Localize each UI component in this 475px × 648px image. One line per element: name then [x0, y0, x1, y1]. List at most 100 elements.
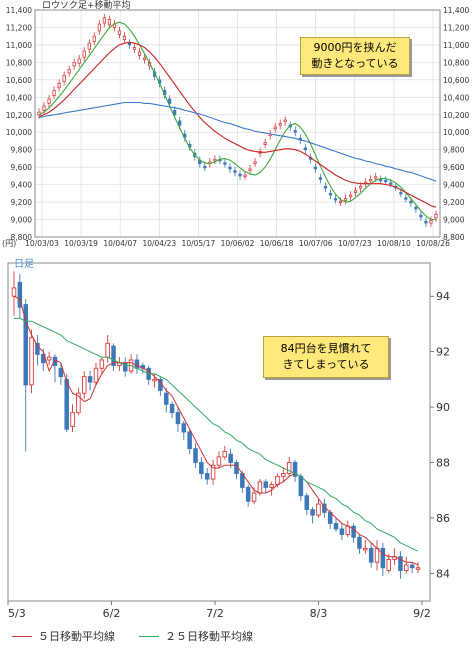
chart2-candle-body — [374, 547, 380, 563]
chart2-legend: ５日移動平均線 ２５日移動平均線 — [12, 628, 253, 644]
chart2-candle-body — [404, 564, 409, 571]
chart1-candle-body — [313, 166, 317, 170]
chart1-y-tick-label-right: 10,800 — [443, 58, 469, 67]
chart2-candle-body — [269, 484, 274, 488]
chart1-candle-body — [318, 177, 323, 180]
chart1-candle-body — [293, 130, 297, 133]
chart1-y-tick-label-right: 10,400 — [443, 93, 469, 102]
chart1-candle-body — [404, 197, 408, 200]
legend-ma25-label: ２５日移動平均線 — [165, 630, 253, 643]
chart1-candle-body — [323, 185, 328, 189]
chart1-candle-body — [92, 35, 96, 42]
chart1-candle-body — [374, 176, 378, 179]
chart1-y-tick-label-right: 9,400 — [443, 181, 465, 190]
chart1-y-tick-label-left: 10,600 — [6, 76, 32, 85]
chart1-y-tick-label-right: 11,000 — [443, 41, 469, 50]
legend-ma5-label: ５日移動平均線 — [38, 630, 115, 643]
legend-ma5: ５日移動平均線 — [12, 628, 115, 644]
chart1-candle-body — [434, 213, 438, 219]
chart2-candle-body — [398, 556, 403, 571]
chart2-y-tick-label: 86 — [436, 512, 450, 525]
chart1-candle-body — [283, 119, 287, 123]
chart2-candle-body — [82, 376, 87, 394]
chart2-moving-averages — [13, 295, 419, 566]
chart2-plot-border — [7, 262, 431, 602]
legend-ma25-swatch — [139, 635, 159, 637]
chart1-candle-body — [168, 98, 172, 104]
chart2-x-tick-label: 9/2 — [413, 607, 431, 620]
chart1-candle-body — [72, 61, 76, 67]
chart2-candle-body — [222, 450, 228, 458]
chart1-x-tick-label: 10/04/23 — [142, 239, 176, 248]
chart1-candle-body — [359, 185, 363, 189]
chart1-candle-body — [399, 192, 403, 195]
chart1-candle-body — [333, 198, 338, 201]
chart1-y-tick-label-right: 9,000 — [443, 216, 465, 225]
chart2-candle-body — [357, 536, 362, 549]
chart2-candle-body — [181, 423, 187, 433]
chart2-candle-body — [29, 337, 34, 386]
chart1-candle-body — [203, 165, 207, 169]
chart2-candle-body — [368, 547, 374, 563]
chart1-candle-body — [243, 174, 247, 177]
chart1-candle-body — [132, 47, 137, 50]
chart2-candle-body — [286, 462, 292, 475]
chart1-x-tick-label: 10/03/03 — [25, 239, 59, 248]
chart1-candle-body — [263, 142, 267, 145]
chart1-x-tick-label: 10/03/19 — [64, 239, 98, 248]
chart2-candle-body — [11, 287, 17, 297]
chart1-candle-body — [67, 68, 71, 74]
chart2-candle-body — [386, 558, 391, 571]
chart1-candle-body — [414, 206, 418, 210]
chart1-annotation-line2: 動きとなっている — [311, 57, 399, 70]
chart1-y-tick-label-left: 11,400 — [6, 6, 32, 15]
chart2-candle-body — [163, 392, 169, 405]
chart1-candle-body — [107, 19, 111, 26]
chart2-y-tick-label: 90 — [436, 401, 450, 414]
chart1-candle-body — [117, 30, 122, 35]
chart2-candle-body — [363, 547, 368, 551]
chart2-x-axis: 5/3 6/2 7/2 8/3 9/2 — [7, 601, 431, 620]
chart1-y-tick-label-left: 10,800 — [6, 58, 32, 67]
chart1-candle-body — [62, 75, 66, 82]
chart1-x-tick-label: 10/04/07 — [103, 239, 137, 248]
chart1-candle-body — [379, 178, 383, 182]
chart1-y-tick-label-left: 11,200 — [6, 23, 32, 32]
chart2-y-tick-label: 94 — [436, 290, 450, 303]
chart1-candle-body — [102, 17, 106, 24]
chart2-candle-body — [204, 473, 210, 480]
chart1-candle-body — [137, 51, 142, 56]
chart1-candle-body — [253, 161, 257, 164]
chart1-moving-average-line — [38, 21, 436, 221]
chart1-candle-body — [384, 179, 388, 183]
chart1-candle-body — [77, 58, 81, 64]
chart1-y-tick-label-right: 10,600 — [443, 76, 469, 85]
chart2-candle-body — [193, 448, 198, 463]
chart1-candle-body — [97, 23, 101, 32]
chart2-candle-body — [216, 456, 222, 466]
chart2-candle-body — [70, 412, 75, 427]
chart1-y-tick-label-left: 9,600 — [11, 163, 33, 172]
chart2-candle-body — [199, 462, 204, 475]
chart1-moving-average-line — [38, 101, 437, 182]
chart1-candle-body — [409, 200, 413, 204]
chart1-annotation: 9000円を挟んだ 動きとなっている — [300, 37, 410, 75]
chart2-candle-body — [251, 492, 257, 502]
chart1-y-tick-label-right: 10,200 — [443, 111, 469, 120]
chart2-candle-body — [93, 367, 99, 383]
chart1-candle-body — [228, 166, 232, 170]
chart2-candle-body — [415, 567, 421, 570]
chart1-y-tick-label-right: 9,800 — [443, 146, 465, 155]
chart1-candle-body — [42, 105, 46, 111]
chart1-candle-body — [278, 123, 282, 126]
chart1-candle-body — [238, 173, 242, 177]
chart1-x-tick-label: 10/06/02 — [221, 239, 255, 248]
chart1-candle-body — [47, 98, 51, 104]
chart1-candle-body — [303, 147, 307, 151]
chart2-candle-body — [152, 378, 157, 382]
chart2-candle-body — [134, 359, 140, 369]
chart1-x-tick-label: 10/07/06 — [299, 239, 333, 248]
chart2-candle-body — [17, 281, 23, 308]
chart1-candle-body — [419, 214, 423, 218]
chart2-y-tick-label: 88 — [436, 456, 450, 469]
